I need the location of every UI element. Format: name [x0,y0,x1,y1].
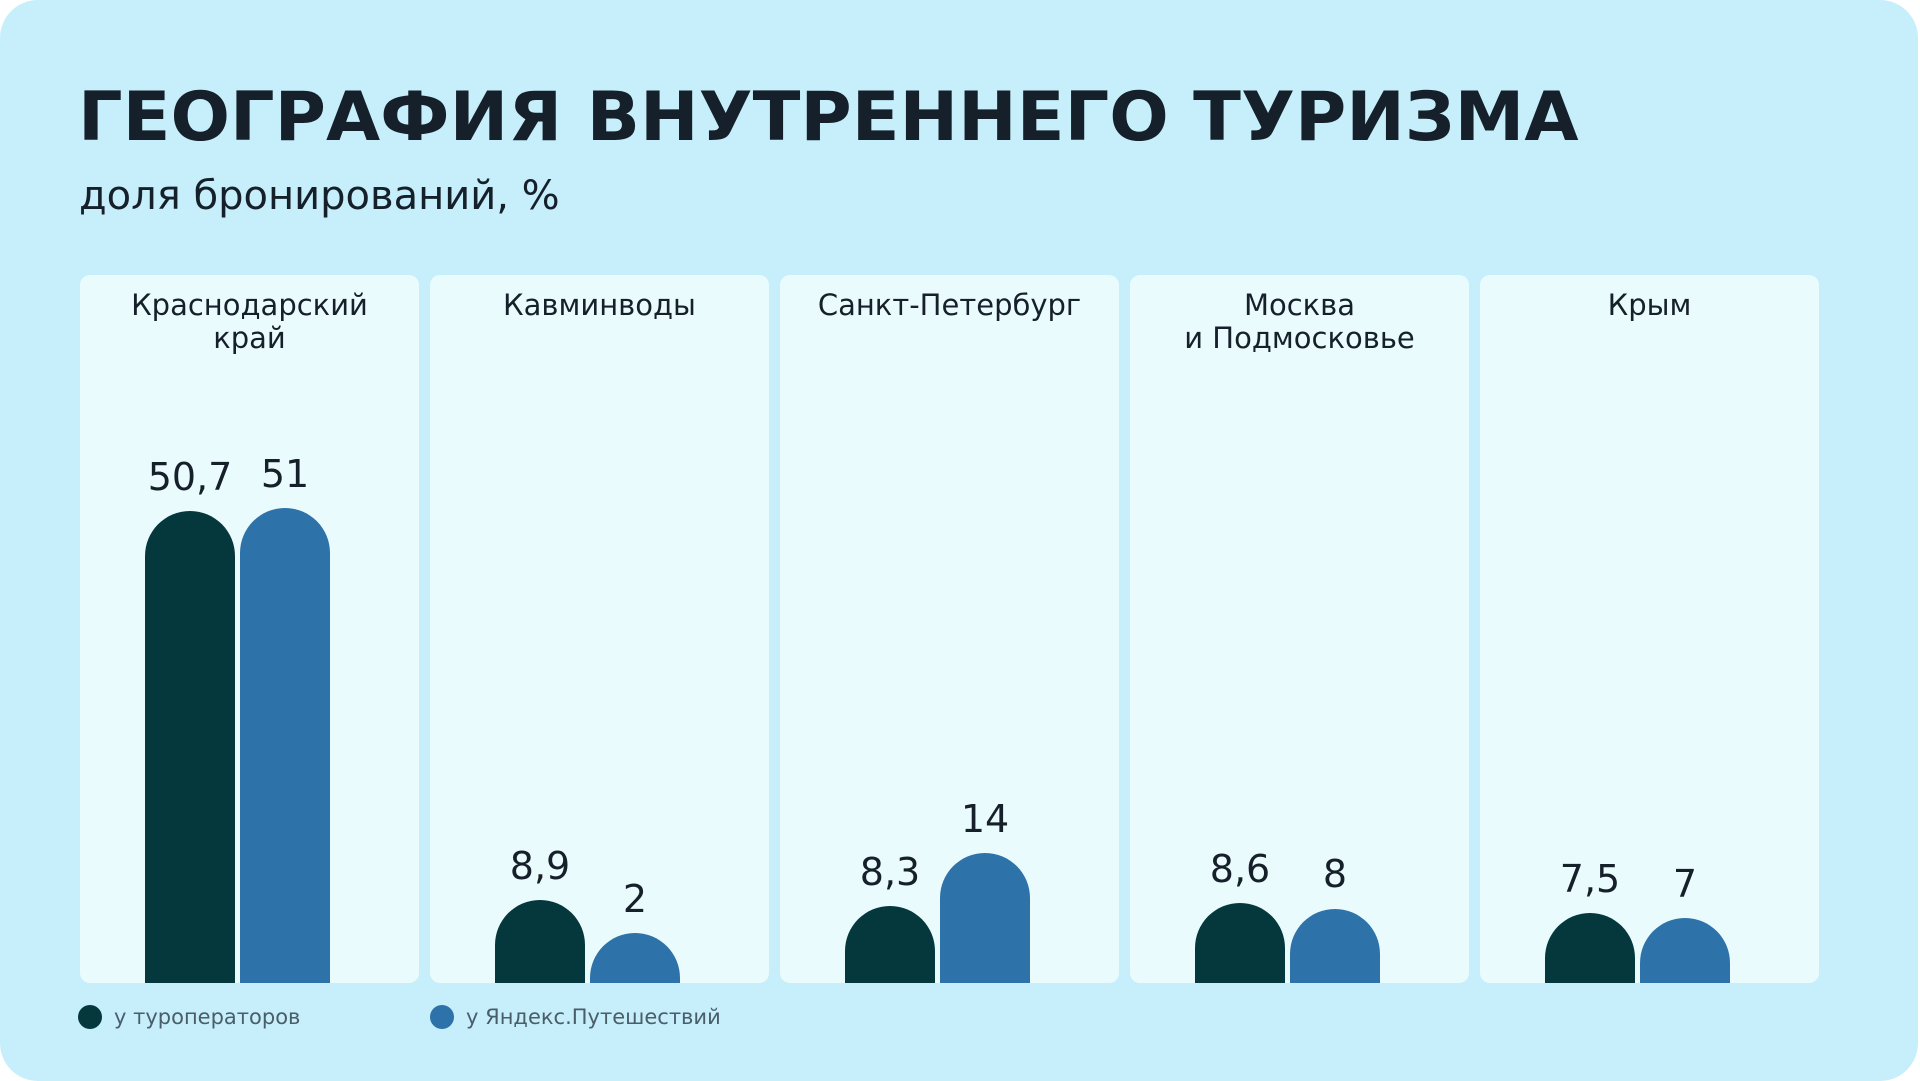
data-label: 8,6 [1209,846,1271,891]
data-label: 7,5 [1559,857,1621,902]
bar-yandex-travel [240,508,330,983]
data-label: 8,3 [859,849,921,894]
category-panel: Москва и Подмосковье 8,6 8 [1130,275,1469,983]
data-label: 8 [1322,852,1348,897]
legend-dot-icon [78,1005,102,1029]
legend-label: у туроператоров [114,1005,301,1029]
data-label: 51 [260,452,310,496]
bar-tour-operators [495,900,585,983]
data-label: 7 [1672,861,1698,906]
category-label: Краснодарский край [131,288,368,355]
chart-title: ГЕОГРАФИЯ ВНУТРЕННЕГО ТУРИЗМА [78,78,1579,157]
category-label: Москва и Подмосковье [1184,288,1415,355]
bar-tour-operators [145,510,235,983]
category-label: Санкт-Петербург [817,288,1082,322]
category-panels: Краснодарский край 50,7 51 Кавминводы 8,9 2 Са… [80,275,1820,983]
bar-tour-operators [1545,913,1635,983]
data-label: 8,9 [509,844,571,889]
bar-tour-operators [845,905,935,983]
bar-yandex-travel [1640,917,1730,983]
data-label: 14 [960,796,1010,841]
legend-item: у Яндекс.Путешествий [430,1002,721,1032]
chart-subtitle: доля бронирований, % [79,173,560,219]
legend-label: у Яндекс.Путешествий [466,1005,721,1029]
category-panel: Санкт-Петербург 8,3 14 [780,275,1119,983]
legend-dot-icon [430,1005,454,1029]
bar-yandex-travel [1290,908,1380,983]
category-panel: Кавминводы 8,9 2 [430,275,769,983]
category-label: Крым [1607,288,1692,322]
category-label: Кавминводы [503,288,696,322]
bar-tour-operators [1195,902,1285,983]
data-label: 50,7 [147,454,233,499]
bar-yandex-travel [590,933,680,983]
legend-item: у туроператоров [78,1002,300,1032]
data-label: 2 [622,877,648,921]
category-panel: Крым 7,5 7 [1480,275,1819,983]
bar-yandex-travel [940,852,1030,983]
category-panel: Краснодарский край 50,7 51 [80,275,419,983]
chart-legend: у туроператоров у Яндекс.Путешествий [78,1002,978,1032]
